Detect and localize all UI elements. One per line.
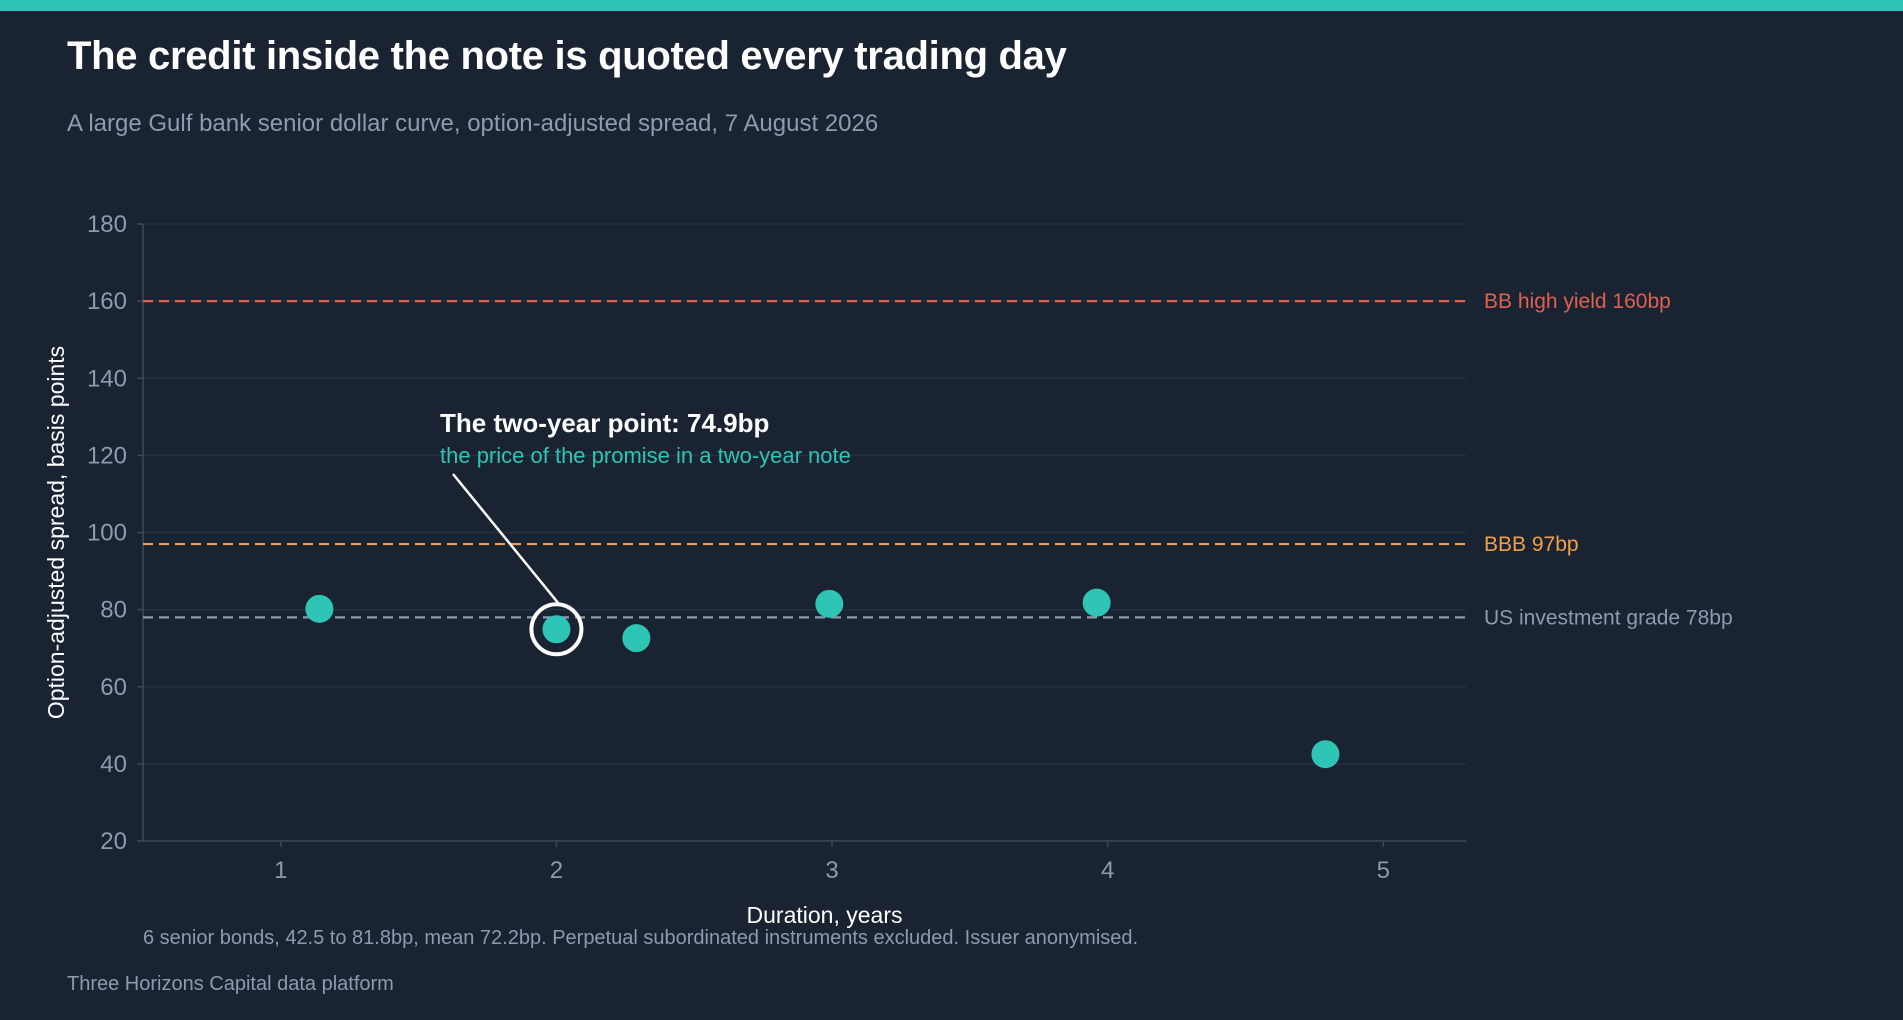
axis-labels: 20 40 60 80 100 120 140 160 180 1 2 3 4 5 Duration, ye…	[43, 211, 1390, 928]
y-tick-label: 120	[87, 442, 127, 469]
chart-footnote: 6 senior bonds, 42.5 to 81.8bp, mean 72.…	[143, 927, 1139, 949]
x-tick-label: 1	[274, 857, 287, 884]
data-point	[1082, 588, 1111, 617]
annotation-leader-line	[452, 473, 560, 605]
grid-lines	[143, 223, 1466, 765]
y-tick-label: 60	[100, 674, 127, 701]
annotation-subtitle: the price of the promise in a two-year n…	[440, 443, 851, 468]
data-point	[305, 594, 334, 623]
x-axis-title: Duration, years	[747, 902, 903, 928]
data-point	[542, 615, 571, 644]
reference-line-label: BBB 97bp	[1484, 533, 1579, 556]
y-tick-label: 20	[100, 828, 127, 855]
source-credit: Three Horizons Capital data platform	[67, 973, 394, 995]
annotation-title: The two-year point: 74.9bp	[440, 408, 769, 438]
x-tick-label: 4	[1101, 857, 1114, 884]
axes	[137, 223, 1466, 847]
annotation: The two-year point: 74.9bp the price of t…	[440, 408, 851, 657]
data-point	[1311, 740, 1340, 769]
top-accent-bar	[0, 0, 1903, 11]
y-tick-label: 180	[87, 211, 127, 238]
x-tick-label: 5	[1377, 857, 1390, 884]
y-tick-label: 100	[87, 520, 127, 547]
data-point	[622, 624, 651, 653]
data-point	[815, 589, 844, 618]
highlight-ring	[529, 602, 584, 657]
y-tick-label: 160	[87, 288, 127, 315]
page-subtitle: A large Gulf bank senior dollar curve, o…	[67, 110, 879, 137]
y-axis-title: Option-adjusted spread, basis points	[43, 346, 69, 719]
x-tick-label: 3	[825, 857, 838, 884]
x-tick-label: 2	[550, 857, 563, 884]
reference-line-label: BB high yield 160bp	[1484, 290, 1671, 313]
reference-lines: BB high yield 160bp BBB 97bp US investment…	[143, 290, 1733, 629]
y-tick-label: 140	[87, 365, 127, 392]
y-tick-label: 80	[100, 597, 127, 624]
data-points	[305, 588, 1340, 769]
page-title: The credit inside the note is quoted eve…	[67, 34, 1067, 78]
y-tick-label: 40	[100, 751, 127, 778]
reference-line-label: US investment grade 78bp	[1484, 606, 1733, 629]
